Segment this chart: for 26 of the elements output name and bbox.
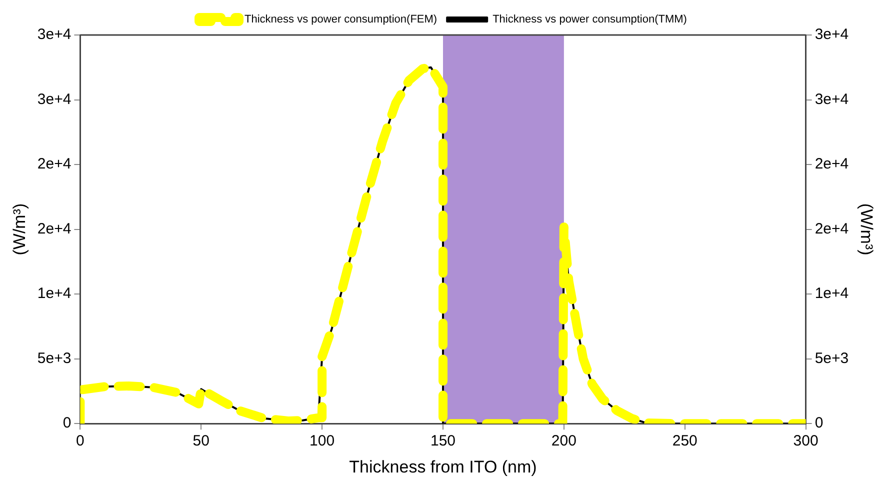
y2-tick-label: 3e+4 (814, 26, 849, 44)
y2-tick-label: 2e+4 (814, 156, 849, 173)
x-tick-label: 300 (793, 432, 818, 450)
x-tick-label: 150 (430, 432, 456, 450)
y2-tick-label: 1e+4 (814, 285, 849, 302)
y-axis-title: (W/m³) (10, 203, 29, 256)
x-tick-label: 50 (192, 432, 210, 450)
x-tick-label: 250 (672, 432, 698, 450)
y-tick-label: 3e+4 (37, 26, 72, 44)
y-tick-label: 1e+4 (37, 285, 72, 302)
y2-tick-label: 5e+3 (814, 350, 849, 367)
y-tick-label: 0 (62, 414, 72, 432)
y2-tick-label: 0 (814, 414, 824, 432)
x-tick-label: 100 (310, 432, 335, 450)
x-tick-label: 0 (76, 432, 84, 450)
y2-tick-label: 2e+4 (814, 220, 849, 238)
y-tick-label: 2e+4 (37, 220, 72, 238)
y2-tick-label: 3e+4 (814, 90, 849, 108)
y-tick-label: 5e+3 (37, 350, 72, 367)
legend-label: Thickness vs power consumption(FEM) (244, 14, 438, 26)
x-tick-label: 200 (551, 432, 576, 450)
x-axis-title: Thickness from ITO (nm) (349, 457, 537, 476)
y-tick-label: 2e+4 (37, 156, 72, 173)
y-tick-label: 3e+4 (37, 90, 72, 108)
legend-label: Thickness vs power consumption(TMM) (492, 14, 687, 26)
y2-axis-title: (W/m³) (857, 203, 876, 256)
